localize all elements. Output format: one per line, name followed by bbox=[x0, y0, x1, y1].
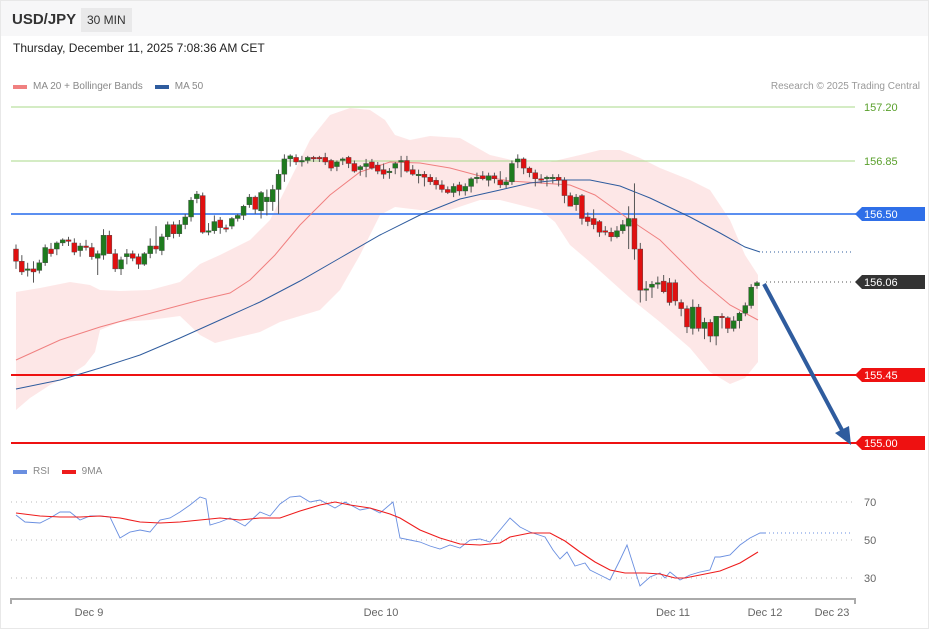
credit-text: Research © 2025 Trading Central bbox=[770, 81, 920, 92]
svg-text:Dec 10: Dec 10 bbox=[364, 607, 399, 619]
svg-text:155.45: 155.45 bbox=[864, 370, 898, 382]
ma50-line bbox=[15, 179, 761, 390]
svg-text:Dec 11: Dec 11 bbox=[656, 607, 690, 619]
legend-item-ma50: MA 50 bbox=[154, 81, 204, 92]
forecast-arrow-icon bbox=[762, 283, 851, 445]
legend-label: MA 50 bbox=[174, 81, 204, 92]
legend-label: 9MA bbox=[81, 466, 103, 477]
svg-text:Dec 9: Dec 9 bbox=[75, 607, 104, 619]
legend-label: MA 20 + Bollinger Bands bbox=[33, 81, 143, 92]
rsi-legend: RSI 9MA bbox=[13, 466, 114, 477]
svg-text:30: 30 bbox=[864, 573, 876, 585]
legend-swatch-icon bbox=[154, 84, 169, 89]
legend-item-rsi: RSI bbox=[13, 466, 50, 477]
bollinger-fill bbox=[16, 108, 758, 410]
bollinger-band-area bbox=[16, 108, 758, 410]
svg-text:Dec 23: Dec 23 bbox=[815, 607, 850, 619]
svg-text:155.00: 155.00 bbox=[864, 438, 898, 450]
legend-swatch-icon bbox=[13, 469, 27, 474]
svg-text:Dec 12: Dec 12 bbox=[748, 607, 783, 619]
svg-text:50: 50 bbox=[864, 535, 876, 547]
chart-header: USD/JPY 30 MIN bbox=[1, 1, 928, 36]
legend-item-9ma: 9MA bbox=[61, 466, 103, 477]
svg-text:70: 70 bbox=[864, 497, 876, 509]
symbol-title: USD/JPY bbox=[12, 11, 77, 28]
price-levels: 157.20 156.85 156.50 156.06 155.45 155.00 bbox=[11, 102, 925, 450]
legend-item-ma20-bb: MA 20 + Bollinger Bands bbox=[13, 81, 143, 92]
rsi-panel: 70 50 30 bbox=[11, 495, 876, 587]
timeframe-badge[interactable]: 30 MIN bbox=[81, 8, 132, 32]
timestamp: Thursday, December 11, 2025 7:08:36 AM C… bbox=[13, 41, 265, 55]
candlesticks bbox=[13, 152, 760, 346]
legend-swatch-icon bbox=[61, 469, 76, 474]
legend-swatch-icon bbox=[13, 84, 27, 89]
svg-text:156.50: 156.50 bbox=[864, 209, 898, 221]
svg-text:156.06: 156.06 bbox=[864, 277, 898, 289]
x-axis: Dec 9 Dec 10 Dec 11 Dec 12 Dec 23 bbox=[10, 598, 856, 619]
legend-label: RSI bbox=[33, 466, 50, 477]
svg-text:156.85: 156.85 bbox=[864, 156, 898, 168]
svg-text:157.20: 157.20 bbox=[864, 102, 898, 114]
main-legend: MA 20 + Bollinger Bands MA 50 bbox=[13, 81, 215, 92]
